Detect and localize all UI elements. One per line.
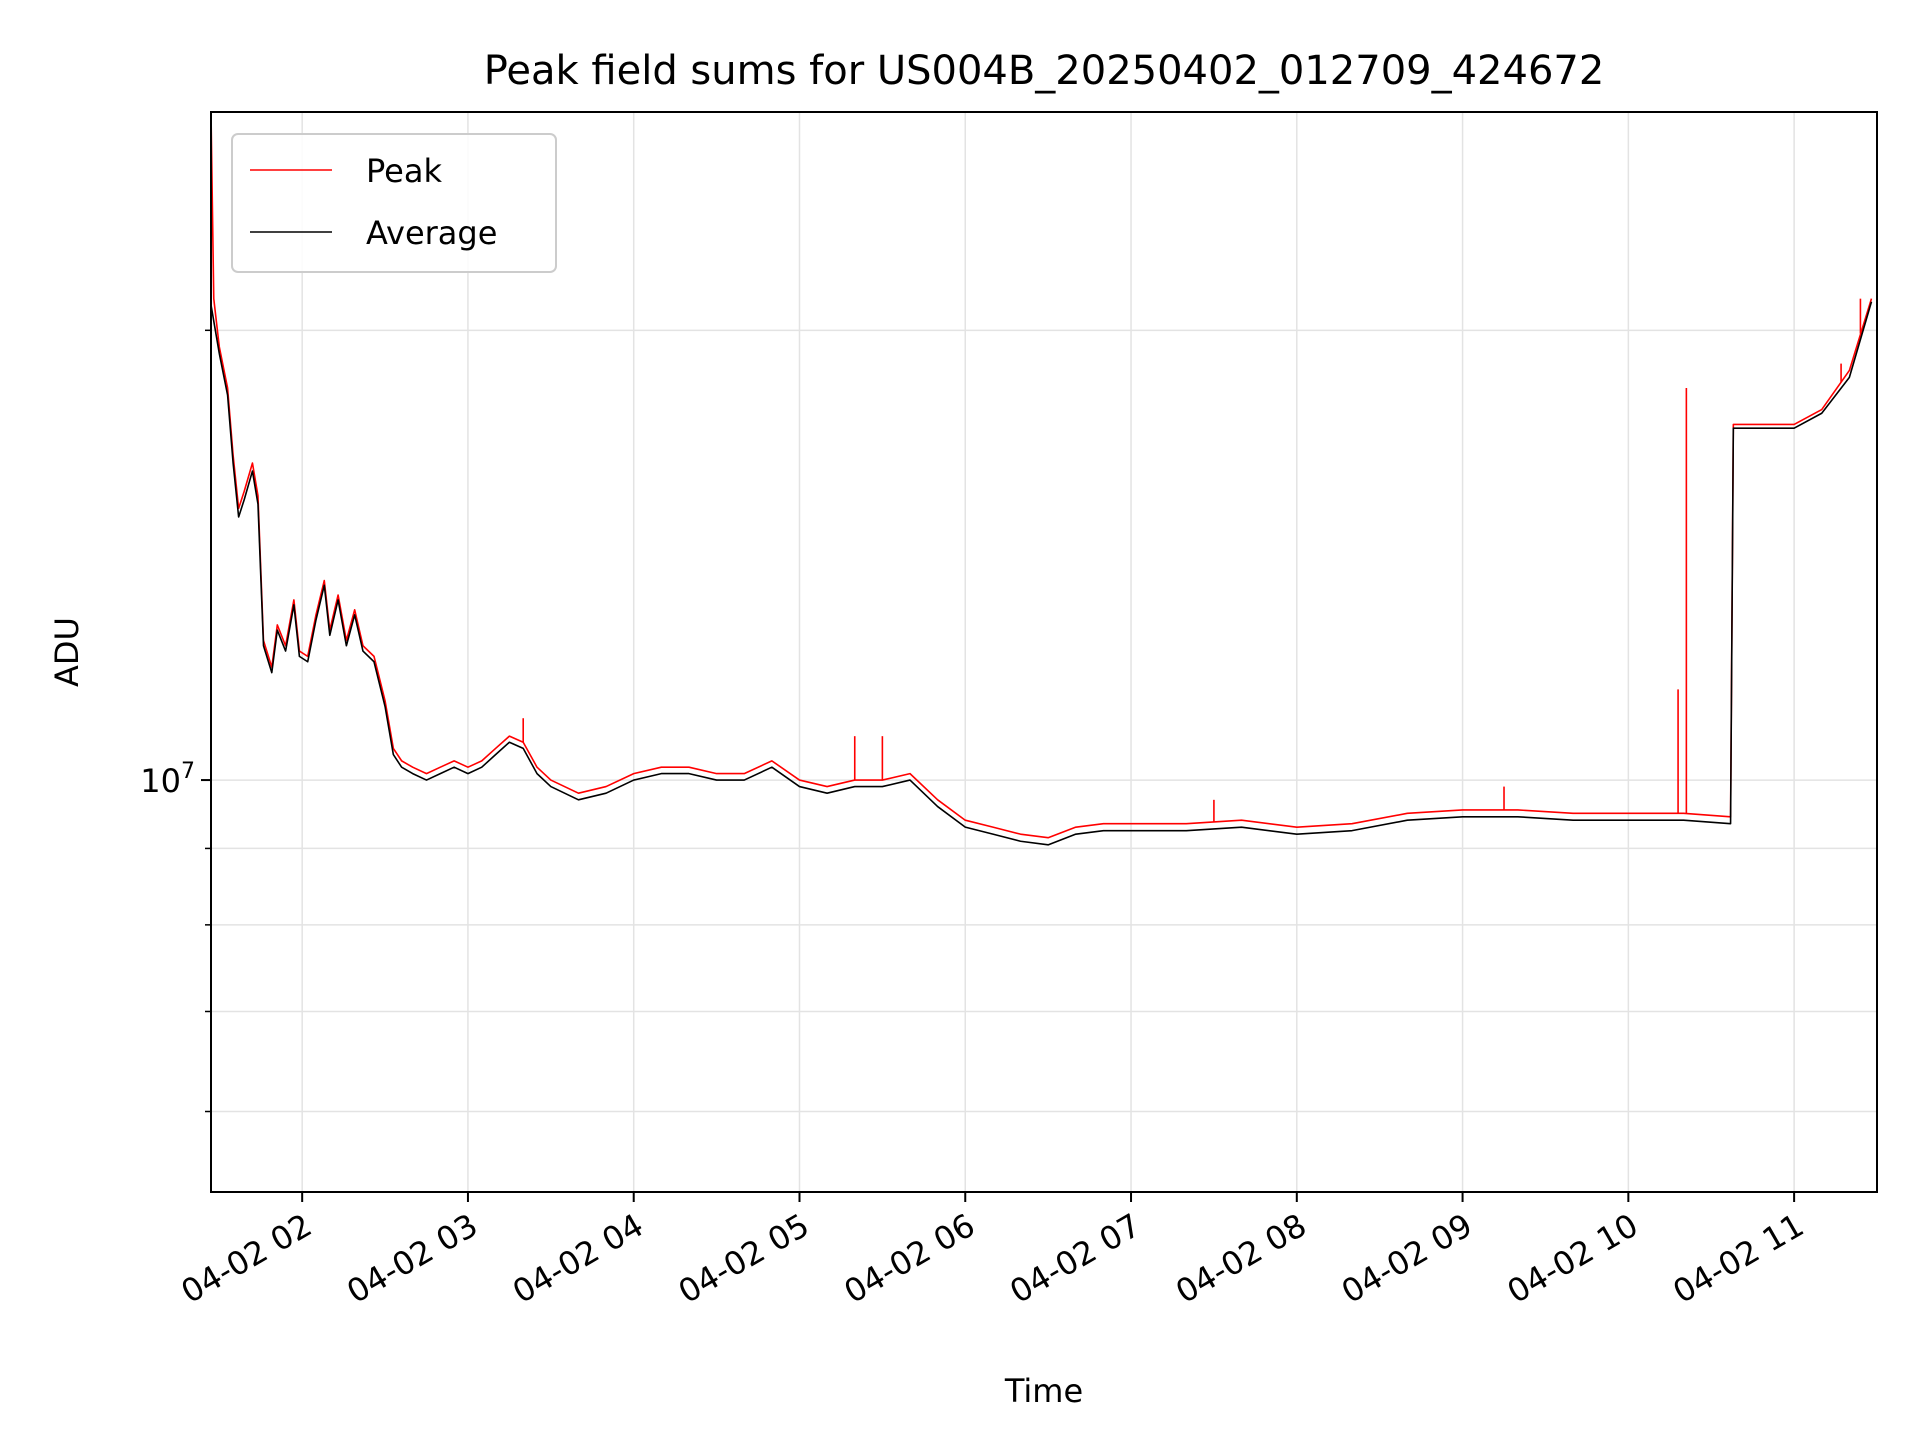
y-tick-label: 107: [140, 759, 195, 800]
series-line-peak: [211, 112, 1873, 839]
series-layer: [211, 112, 1873, 846]
plot-frame: [210, 111, 1878, 1193]
x-axis-label: Time: [1004, 1372, 1083, 1410]
y-axis: 107: [140, 329, 211, 1113]
chart-title: Peak field sums for US004B_20250402_0127…: [484, 48, 1605, 94]
legend-label-average: Average: [366, 214, 497, 252]
legend: Peak Average: [231, 133, 557, 273]
grid: [211, 112, 1877, 1192]
legend-box: [231, 133, 557, 273]
legend-label-peak: Peak: [366, 152, 442, 190]
series-line-average: [211, 301, 1873, 846]
y-axis-label: ADU: [48, 617, 86, 687]
